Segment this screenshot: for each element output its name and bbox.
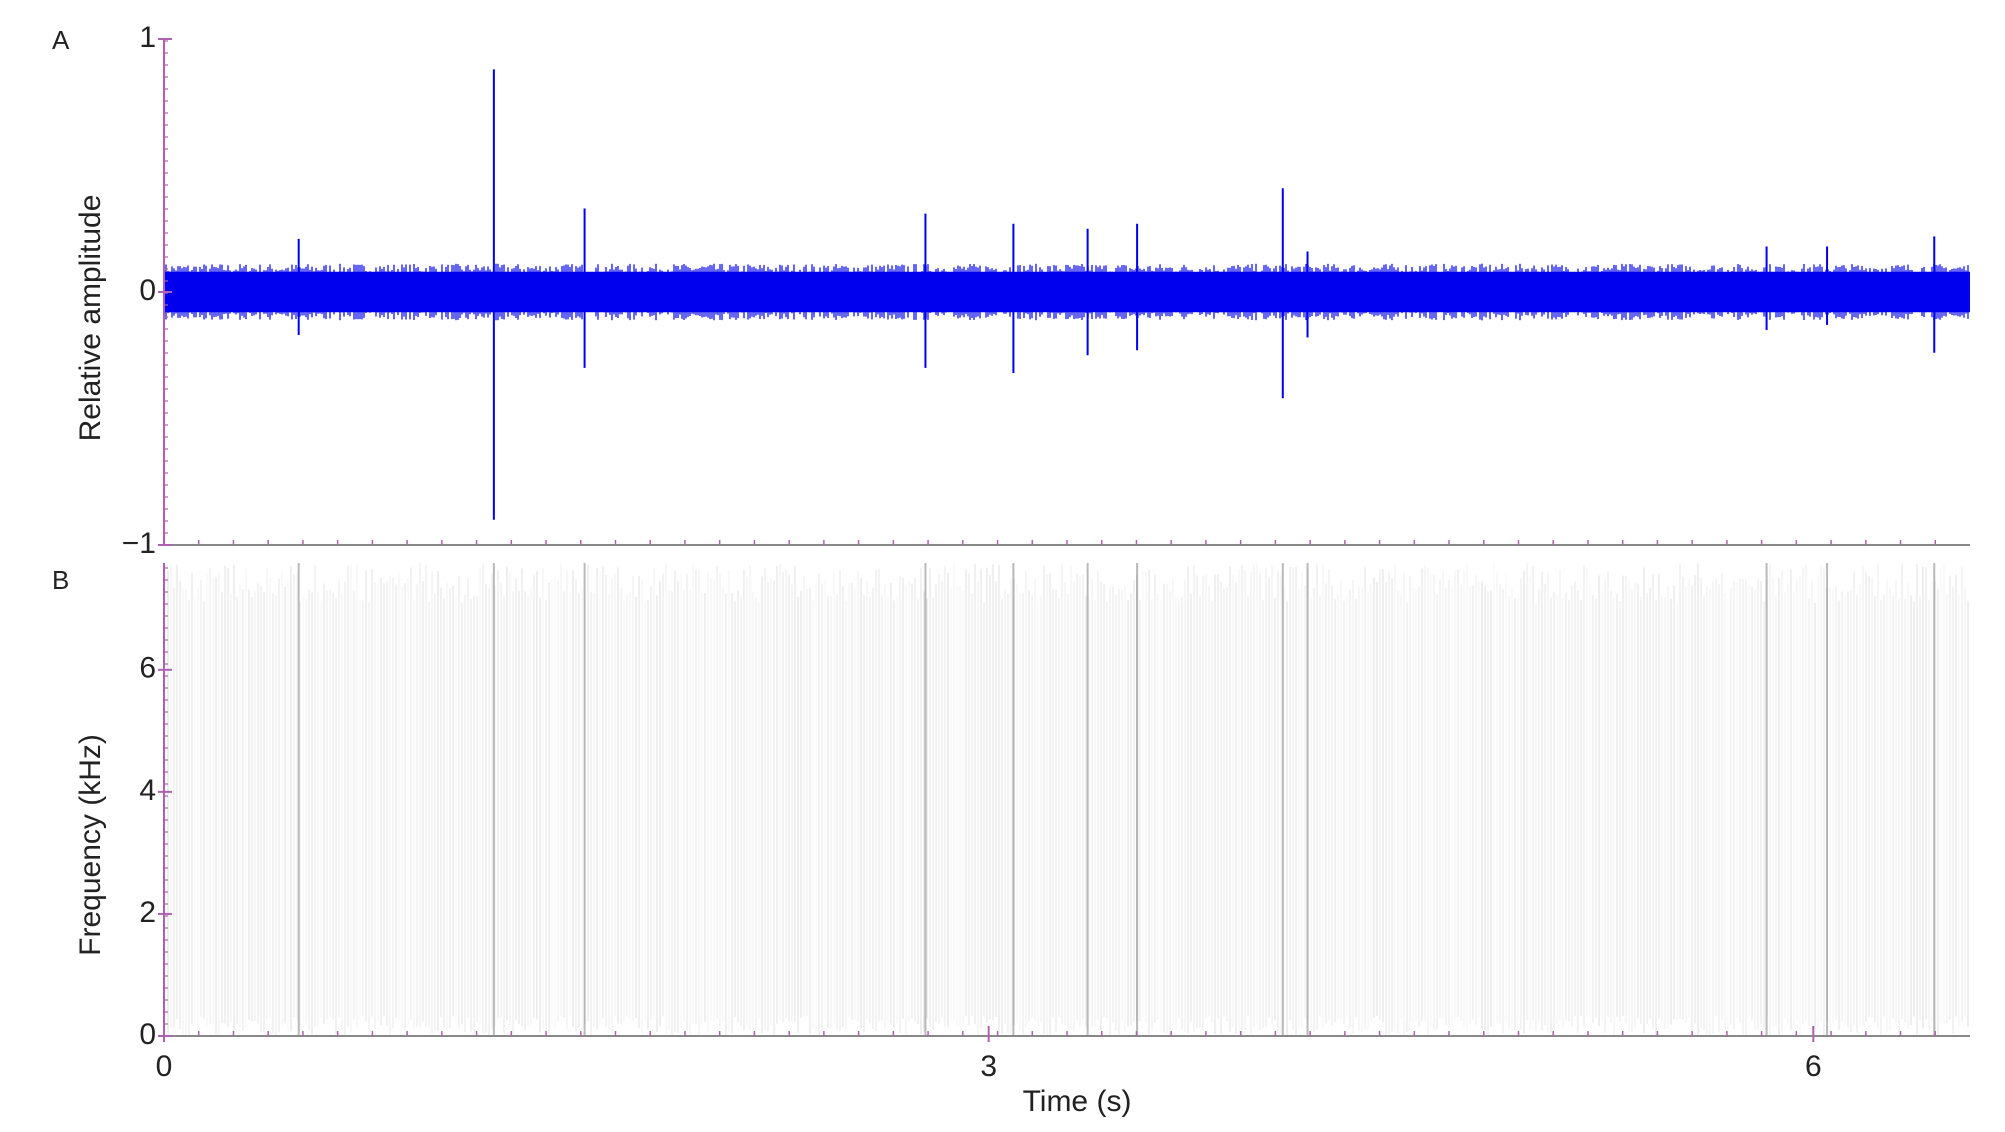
x-tick-label: 6 — [1805, 1050, 1822, 1083]
y-tick-label: 1 — [139, 21, 156, 54]
noise-band — [164, 271, 1970, 313]
x-tick-label: 0 — [156, 1050, 173, 1083]
y-tick-label: 2 — [139, 896, 156, 929]
y-axis-label: Frequency (kHz) — [74, 734, 107, 956]
x-tick-label: 3 — [980, 1050, 997, 1083]
y-tick-label: 4 — [139, 774, 156, 807]
y-tick-label: −1 — [122, 527, 156, 560]
y-tick-label: 6 — [139, 652, 156, 685]
noise-texture — [163, 263, 1969, 321]
x-axis-label: Time (s) — [1023, 1085, 1132, 1118]
y-axis-label: Relative amplitude — [74, 195, 107, 442]
y-tick-label: 0 — [139, 1018, 156, 1051]
panel-label: A — [52, 25, 70, 55]
y-tick-label: 0 — [139, 274, 156, 307]
panel-label: B — [52, 565, 69, 595]
